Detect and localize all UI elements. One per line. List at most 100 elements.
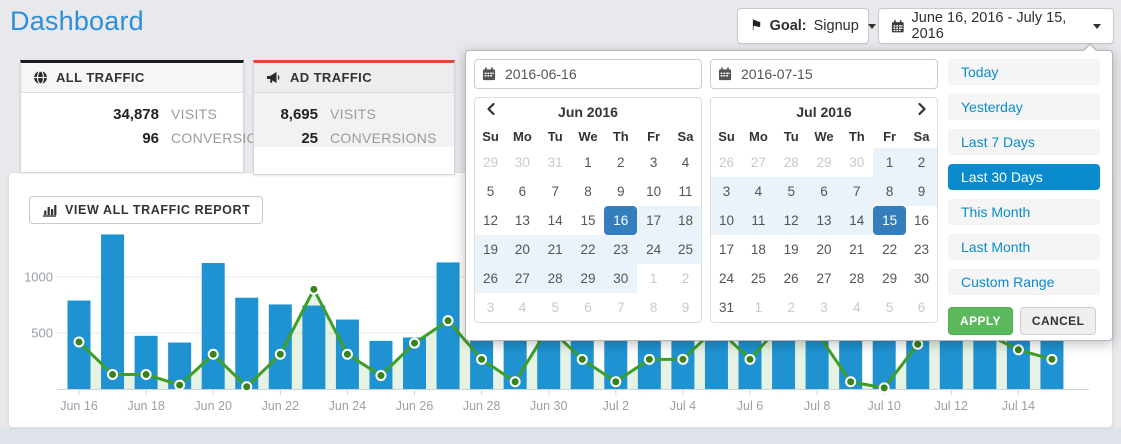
day-cell[interactable]: 1	[873, 148, 906, 177]
day-cell[interactable]: 28	[538, 264, 572, 293]
day-cell[interactable]: 6	[518, 184, 527, 199]
day-cell[interactable]: 17	[637, 206, 670, 235]
day-cell[interactable]: 23	[604, 235, 638, 264]
day-cell[interactable]: 1	[754, 300, 763, 315]
day-cell[interactable]: 23	[913, 242, 930, 257]
day-cell[interactable]: 6	[584, 300, 592, 315]
day-cell[interactable]: 2	[906, 148, 937, 177]
day-cell[interactable]: 17	[718, 242, 735, 257]
day-cell[interactable]: 20	[816, 242, 832, 257]
day-cell[interactable]: 2	[787, 300, 795, 315]
day-cell[interactable]: 29	[882, 271, 898, 286]
day-cell[interactable]: 8	[649, 300, 658, 315]
day-cell[interactable]: 9	[906, 177, 937, 206]
goal-selector-button[interactable]: ⚑ Goal: Signup	[737, 8, 876, 44]
day-cell[interactable]: 5	[774, 177, 808, 206]
view-all-traffic-report-button[interactable]: VIEW ALL TRAFFIC REPORT	[29, 196, 264, 224]
preset-custom-range[interactable]: Custom Range	[948, 269, 1100, 295]
day-cell[interactable]: 21	[849, 242, 865, 257]
start-date-input[interactable]	[474, 59, 702, 89]
day-cell[interactable]: 4	[681, 155, 690, 170]
day-cell[interactable]: 12	[774, 206, 808, 235]
apply-button[interactable]: APPLY	[948, 307, 1013, 335]
day-cell[interactable]: 4	[518, 300, 527, 315]
day-cell[interactable]: 27	[506, 264, 539, 293]
day-cell[interactable]: 25	[670, 235, 701, 264]
day-cell[interactable]: 5	[551, 300, 559, 315]
day-cell[interactable]: 31	[547, 155, 563, 170]
day-cell[interactable]: 30	[604, 264, 638, 293]
day-cell[interactable]: 31	[718, 300, 735, 315]
cancel-button[interactable]: CANCEL	[1019, 307, 1097, 335]
day-cell[interactable]: 24	[718, 271, 735, 286]
day-cell[interactable]: 15	[873, 206, 906, 235]
day-cell[interactable]: 8	[873, 177, 906, 206]
day-cell[interactable]: 3	[486, 300, 495, 315]
preset-last-7-days[interactable]: Last 7 Days	[948, 129, 1100, 155]
day-cell[interactable]: 15	[580, 213, 596, 228]
day-cell[interactable]: 27	[750, 155, 766, 170]
day-cell[interactable]: 30	[514, 155, 530, 170]
day-cell[interactable]: 3	[649, 155, 658, 170]
day-cell[interactable]: 22	[571, 235, 605, 264]
day-cell[interactable]: 18	[670, 206, 701, 235]
day-cell[interactable]: 29	[571, 264, 605, 293]
day-cell[interactable]: 7	[840, 177, 874, 206]
day-cell[interactable]: 7	[551, 184, 559, 199]
end-date-input[interactable]	[710, 59, 938, 89]
preset-last-30-days[interactable]: Last 30 Days	[948, 164, 1100, 190]
day-cell[interactable]: 3	[711, 177, 742, 206]
day-cell[interactable]: 8	[584, 184, 592, 199]
day-cell[interactable]: 29	[482, 155, 499, 170]
day-cell[interactable]: 29	[816, 155, 832, 170]
preset-this-month[interactable]: This Month	[948, 199, 1100, 225]
day-cell[interactable]: 22	[882, 242, 898, 257]
day-cell[interactable]: 16	[604, 206, 638, 235]
day-cell[interactable]: 26	[718, 155, 735, 170]
day-cell[interactable]: 4	[742, 177, 775, 206]
day-cell[interactable]: 16	[913, 213, 930, 228]
day-cell[interactable]: 26	[475, 264, 506, 293]
day-cell[interactable]: 18	[750, 242, 766, 257]
day-cell[interactable]: 25	[750, 271, 766, 286]
day-cell[interactable]: 1	[584, 155, 592, 170]
day-cell[interactable]: 30	[913, 271, 930, 286]
day-cell[interactable]: 10	[646, 184, 662, 199]
preset-today[interactable]: Today	[948, 59, 1100, 85]
day-cell[interactable]: 26	[783, 271, 799, 286]
day-cell[interactable]: 14	[547, 213, 563, 228]
day-cell[interactable]: 13	[807, 206, 841, 235]
day-cell[interactable]: 27	[816, 271, 832, 286]
day-cell[interactable]: 4	[853, 300, 861, 315]
day-cell[interactable]: 5	[885, 300, 894, 315]
day-cell[interactable]: 30	[849, 155, 865, 170]
preset-last-month[interactable]: Last Month	[948, 234, 1100, 260]
prev-month-button[interactable]	[475, 98, 506, 125]
day-cell[interactable]: 13	[514, 213, 530, 228]
day-cell[interactable]: 2	[617, 155, 625, 170]
day-cell[interactable]: 6	[807, 177, 841, 206]
day-cell[interactable]: 19	[475, 235, 506, 264]
preset-yesterday[interactable]: Yesterday	[948, 94, 1100, 120]
day-cell[interactable]: 3	[820, 300, 828, 315]
day-cell[interactable]: 7	[617, 300, 625, 315]
day-cell[interactable]: 21	[538, 235, 572, 264]
day-cell[interactable]: 1	[649, 271, 658, 286]
day-cell[interactable]: 24	[637, 235, 670, 264]
day-cell[interactable]: 5	[486, 184, 495, 199]
day-cell[interactable]: 9	[617, 184, 625, 199]
day-cell[interactable]: 10	[711, 206, 742, 235]
day-cell[interactable]: 14	[840, 206, 874, 235]
date-range-button[interactable]: June 16, 2016 - July 15, 2016	[878, 8, 1114, 44]
day-cell[interactable]: 20	[506, 235, 539, 264]
day-cell[interactable]: 12	[482, 213, 499, 228]
day-cell[interactable]: 19	[783, 242, 799, 257]
next-month-button[interactable]	[906, 98, 937, 125]
day-cell[interactable]: 11	[742, 206, 775, 235]
day-cell[interactable]: 6	[917, 300, 926, 315]
day-cell[interactable]: 28	[849, 271, 865, 286]
day-cell[interactable]: 2	[681, 271, 690, 286]
day-cell[interactable]: 28	[783, 155, 799, 170]
day-cell[interactable]: 11	[678, 184, 693, 199]
day-cell[interactable]: 9	[681, 300, 690, 315]
